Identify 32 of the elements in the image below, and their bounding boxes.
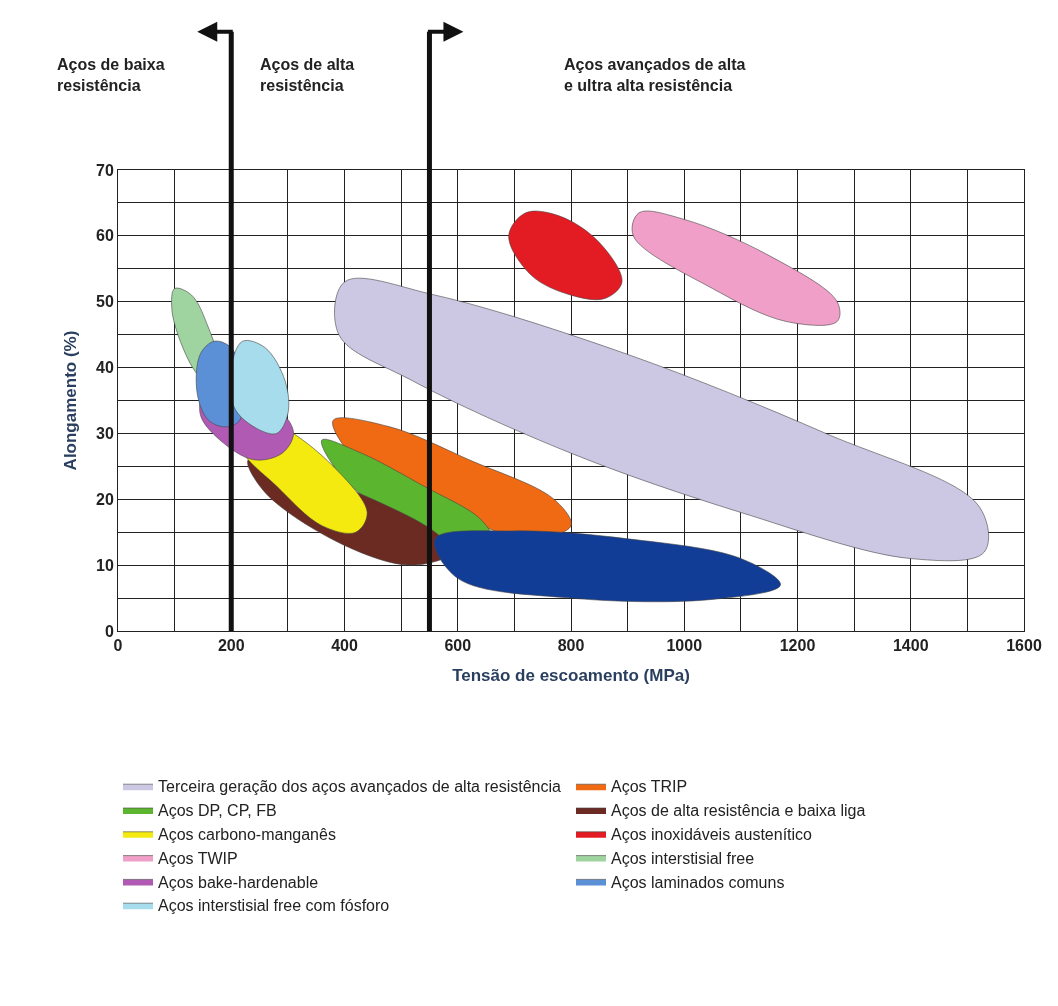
y-tick-label: 0 [104,622,114,640]
x-axis-title: Tensão de escoamento (MPa) [452,665,690,685]
legend-label: Aços de alta resistência e baixa liga [611,802,866,820]
text: Aços de baixa resistência [57,56,165,94]
legend-label: Aços DP, CP, FB [158,802,277,820]
y-tick-label: 60 [96,227,114,245]
y-tick-label: 30 [96,425,114,443]
legend-label: Aços TWIP [158,849,238,867]
legend-label: Aços TRIP [611,778,688,796]
x-tick-label: 200 [217,637,245,655]
y-tick-label: 50 [96,293,114,311]
legend-label: Aços interstisial free com fósforo [158,897,390,915]
x-tick-label: 1000 [666,637,703,655]
x-tick-label: 1400 [892,637,929,655]
text: Aços de alta resistência [260,56,355,94]
y-tick-label: 20 [96,490,114,508]
x-tick-label: 600 [444,637,472,655]
x-tick-label: 1600 [1006,637,1042,655]
y-tick-label: 10 [96,556,114,574]
x-tick-label: 800 [557,637,585,655]
text: Aços avançados de alta e ultra alta resistência [564,56,746,94]
x-tick-label: 400 [331,637,358,655]
y-axis-title: Alongamento (%) [60,330,80,471]
legend-label: Aços bake-hardenable [158,873,319,891]
y-tick-label: 70 [96,161,114,179]
legend-label: Terceira geração dos aços avançados de alta resistência [158,778,561,796]
legend-label: Aços carbono-manganês [158,826,336,844]
legend-label: Aços inoxidáveis austenítico [611,826,813,844]
y-tick-label: 40 [96,359,114,377]
legend-label: Aços laminados comuns [611,873,785,891]
legend-label: Aços interstisial free [611,849,755,867]
x-tick-label: 1200 [779,637,816,655]
